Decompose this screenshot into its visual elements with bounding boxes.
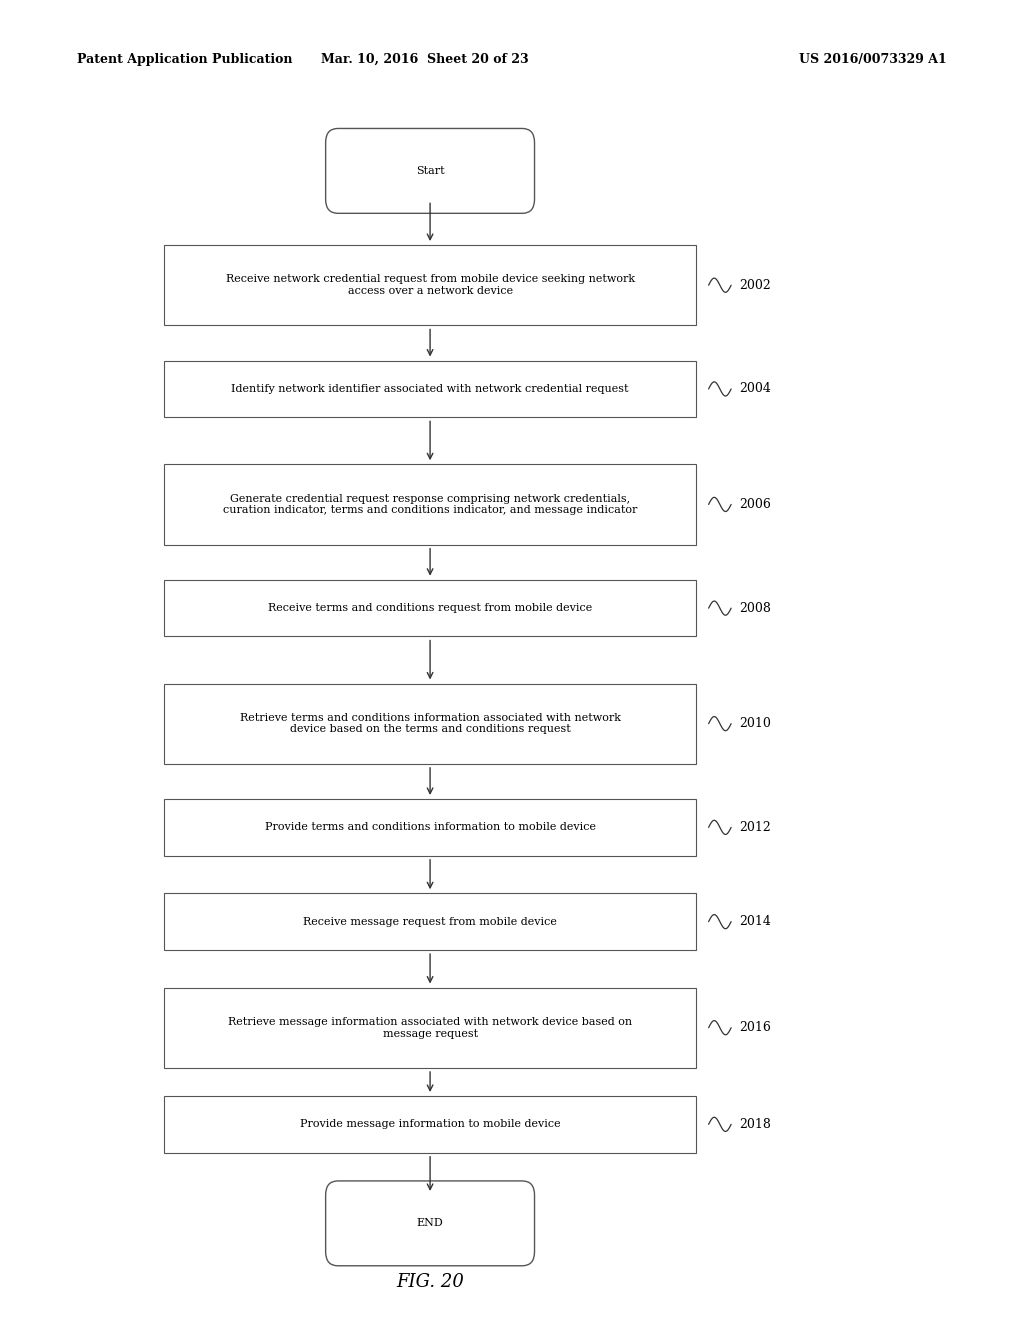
FancyBboxPatch shape bbox=[164, 1096, 696, 1152]
FancyBboxPatch shape bbox=[164, 684, 696, 764]
Text: 2014: 2014 bbox=[739, 915, 771, 928]
FancyBboxPatch shape bbox=[164, 360, 696, 417]
FancyBboxPatch shape bbox=[326, 1181, 535, 1266]
Text: 2016: 2016 bbox=[739, 1022, 771, 1034]
FancyBboxPatch shape bbox=[164, 465, 696, 545]
Text: END: END bbox=[417, 1218, 443, 1229]
Text: Generate credential request response comprising network credentials,
curation in: Generate credential request response com… bbox=[223, 494, 637, 515]
FancyBboxPatch shape bbox=[164, 799, 696, 855]
Text: Identify network identifier associated with network credential request: Identify network identifier associated w… bbox=[231, 384, 629, 393]
Text: Receive terms and conditions request from mobile device: Receive terms and conditions request fro… bbox=[268, 603, 592, 614]
Text: 2010: 2010 bbox=[739, 717, 771, 730]
FancyBboxPatch shape bbox=[164, 579, 696, 636]
Text: Provide terms and conditions information to mobile device: Provide terms and conditions information… bbox=[264, 822, 596, 833]
Text: Mar. 10, 2016  Sheet 20 of 23: Mar. 10, 2016 Sheet 20 of 23 bbox=[322, 53, 528, 66]
Text: Receive message request from mobile device: Receive message request from mobile devi… bbox=[303, 916, 557, 927]
FancyBboxPatch shape bbox=[164, 987, 696, 1068]
FancyBboxPatch shape bbox=[164, 894, 696, 950]
Text: 2012: 2012 bbox=[739, 821, 771, 834]
Text: FIG. 20: FIG. 20 bbox=[396, 1274, 464, 1291]
Text: Retrieve terms and conditions information associated with network
device based o: Retrieve terms and conditions informatio… bbox=[240, 713, 621, 734]
Text: Provide message information to mobile device: Provide message information to mobile de… bbox=[300, 1119, 560, 1130]
Text: Start: Start bbox=[416, 166, 444, 176]
Text: Retrieve message information associated with network device based on
message req: Retrieve message information associated … bbox=[228, 1016, 632, 1039]
Text: 2004: 2004 bbox=[739, 383, 771, 396]
Text: 2008: 2008 bbox=[739, 602, 771, 615]
Text: 2018: 2018 bbox=[739, 1118, 771, 1131]
FancyBboxPatch shape bbox=[164, 246, 696, 325]
Text: US 2016/0073329 A1: US 2016/0073329 A1 bbox=[799, 53, 946, 66]
Text: 2002: 2002 bbox=[739, 279, 771, 292]
FancyBboxPatch shape bbox=[326, 128, 535, 214]
Text: 2006: 2006 bbox=[739, 498, 771, 511]
Text: Receive network credential request from mobile device seeking network
access ove: Receive network credential request from … bbox=[225, 275, 635, 296]
Text: Patent Application Publication: Patent Application Publication bbox=[77, 53, 292, 66]
